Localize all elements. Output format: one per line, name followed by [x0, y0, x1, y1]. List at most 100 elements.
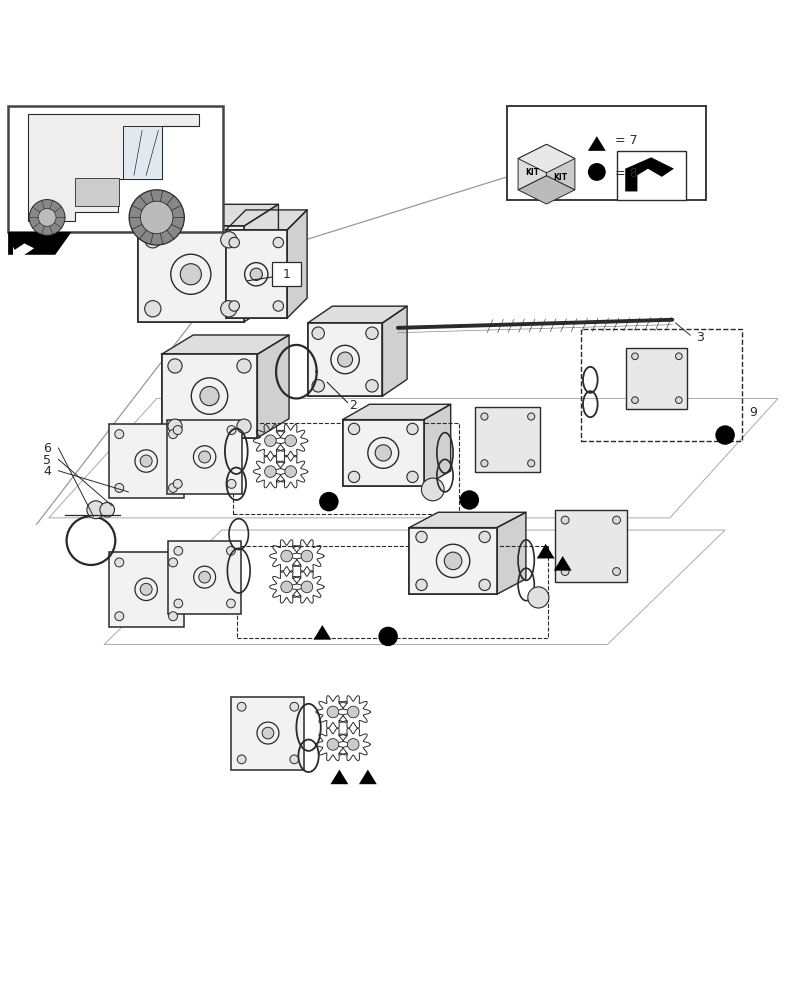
Circle shape: [237, 359, 251, 373]
Bar: [109, 424, 183, 498]
Circle shape: [675, 353, 681, 360]
Polygon shape: [225, 210, 307, 230]
Circle shape: [140, 201, 173, 234]
Bar: [581, 329, 741, 441]
Circle shape: [114, 430, 123, 439]
Circle shape: [264, 435, 276, 447]
Circle shape: [527, 587, 548, 608]
Text: KIT: KIT: [525, 168, 539, 177]
Circle shape: [114, 483, 123, 492]
Circle shape: [199, 451, 210, 463]
Circle shape: [285, 435, 296, 447]
Bar: [168, 541, 241, 614]
Circle shape: [527, 460, 534, 467]
Circle shape: [100, 502, 114, 517]
Circle shape: [459, 490, 478, 510]
Circle shape: [611, 568, 620, 575]
Polygon shape: [342, 404, 450, 420]
Text: 4: 4: [43, 465, 51, 478]
Circle shape: [173, 479, 182, 488]
Circle shape: [415, 531, 427, 543]
Circle shape: [406, 423, 418, 435]
Text: 6: 6: [43, 442, 51, 455]
Bar: [307, 323, 382, 396]
Polygon shape: [517, 144, 546, 190]
Circle shape: [169, 612, 178, 621]
Circle shape: [264, 466, 276, 477]
Circle shape: [237, 702, 246, 711]
Text: 1: 1: [282, 268, 290, 281]
Text: 5: 5: [43, 454, 51, 467]
Circle shape: [168, 359, 182, 373]
FancyBboxPatch shape: [272, 262, 301, 286]
Bar: [409, 528, 496, 594]
Circle shape: [327, 706, 338, 718]
Bar: [231, 697, 304, 770]
Circle shape: [378, 627, 397, 646]
Circle shape: [365, 327, 378, 339]
Polygon shape: [536, 544, 554, 558]
Polygon shape: [546, 144, 574, 190]
Polygon shape: [8, 232, 71, 255]
Polygon shape: [624, 157, 673, 191]
Circle shape: [169, 483, 178, 492]
Polygon shape: [161, 335, 289, 354]
Circle shape: [478, 579, 490, 591]
Polygon shape: [330, 770, 348, 784]
Bar: [307, 323, 382, 396]
Bar: [138, 226, 243, 322]
Bar: [474, 407, 539, 472]
Text: 9: 9: [749, 406, 757, 419]
Circle shape: [237, 419, 251, 433]
Bar: [626, 348, 686, 409]
Circle shape: [227, 479, 236, 488]
Bar: [237, 546, 547, 638]
Polygon shape: [243, 204, 278, 322]
Circle shape: [229, 237, 239, 248]
Text: 2: 2: [349, 399, 357, 412]
Bar: [161, 354, 257, 438]
Circle shape: [237, 755, 246, 764]
Circle shape: [114, 558, 123, 567]
Circle shape: [301, 550, 312, 562]
Circle shape: [714, 425, 734, 445]
Polygon shape: [517, 144, 574, 173]
Circle shape: [365, 380, 378, 392]
Bar: [167, 420, 242, 494]
Circle shape: [311, 327, 324, 339]
Bar: [233, 423, 458, 514]
Circle shape: [169, 430, 178, 439]
Bar: [138, 226, 243, 322]
Polygon shape: [423, 404, 450, 486]
Polygon shape: [123, 126, 162, 179]
Polygon shape: [28, 114, 199, 221]
Circle shape: [226, 599, 235, 608]
Circle shape: [199, 571, 210, 583]
Bar: [75, 178, 119, 206]
Bar: [225, 230, 286, 318]
Polygon shape: [409, 512, 526, 528]
Polygon shape: [257, 335, 289, 438]
Circle shape: [250, 268, 262, 280]
Circle shape: [290, 755, 298, 764]
Polygon shape: [307, 306, 406, 323]
Circle shape: [415, 579, 427, 591]
Bar: [409, 528, 496, 594]
Polygon shape: [286, 210, 307, 318]
Circle shape: [480, 413, 487, 420]
Bar: [507, 106, 706, 200]
Circle shape: [611, 516, 620, 524]
Bar: [161, 354, 257, 438]
Bar: [109, 552, 183, 627]
Polygon shape: [313, 625, 331, 640]
Circle shape: [226, 546, 235, 555]
Circle shape: [272, 237, 283, 248]
Circle shape: [406, 471, 418, 483]
Circle shape: [227, 426, 236, 435]
Circle shape: [87, 501, 105, 519]
Circle shape: [301, 581, 312, 593]
Circle shape: [281, 581, 292, 593]
Circle shape: [272, 301, 283, 311]
Circle shape: [140, 583, 152, 595]
Circle shape: [480, 460, 487, 467]
